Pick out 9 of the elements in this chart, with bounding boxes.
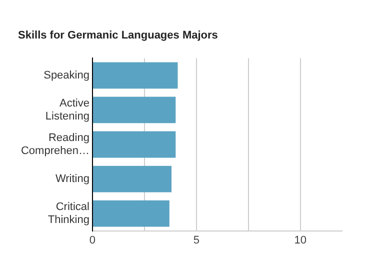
y-tick-label: Active Listening xyxy=(45,97,90,123)
x-tick-label: 10 xyxy=(294,234,307,246)
x-tick-label: 0 xyxy=(89,234,96,246)
y-tick-label: Writing xyxy=(55,173,90,186)
y-tick-label: Critical Thinking xyxy=(48,200,90,226)
x-tick-label: 5 xyxy=(193,234,200,246)
y-tick-label: Reading Comprehen… xyxy=(20,132,90,158)
y-tick-label: Speaking xyxy=(44,69,90,82)
chart-title: Skills for Germanic Languages Majors xyxy=(18,30,218,42)
